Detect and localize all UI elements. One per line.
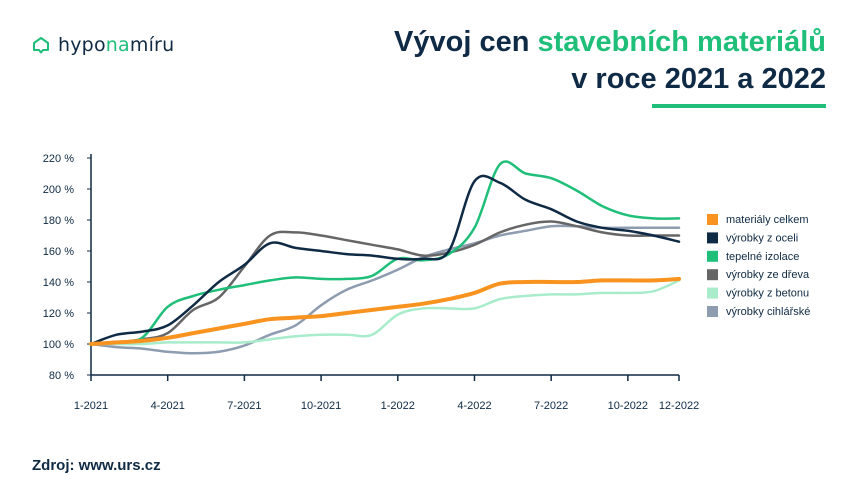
house-icon (33, 37, 49, 54)
title-underline (652, 104, 826, 108)
logo-part3: míru (129, 34, 175, 56)
legend-label: výrobky z betonu (726, 288, 809, 300)
legend-swatch (707, 306, 718, 317)
x-tick-label: 4-2021 (151, 400, 185, 412)
x-tick-label: 7-2022 (534, 400, 568, 412)
page-title: Vývoj cen stavebních materiálů v roce 20… (394, 24, 826, 98)
y-tick-label: 80 % (49, 370, 74, 382)
legend-label: výrobky cihlářské (726, 306, 810, 318)
legend-swatch (707, 269, 718, 281)
source-note: Zdroj: www.urs.cz (32, 457, 161, 474)
legend-label: výrobky ze dřeva (726, 269, 810, 281)
x-tick-label: 7-2021 (227, 400, 261, 412)
logo-text: hyponamíru (58, 34, 174, 56)
y-tick-label: 200 % (43, 184, 74, 196)
y-tick-label: 140 % (43, 277, 74, 289)
legend-swatch (707, 287, 718, 299)
series-line-vyrobky-ze-dreva (89, 220, 681, 346)
x-tick-label: 4-2022 (457, 400, 491, 412)
title-line2: v roce 2021 a 2022 (571, 63, 826, 95)
x-tick-label: 1-2022 (381, 400, 415, 412)
legend-swatch (707, 232, 718, 244)
x-tick-label: 1-2021 (74, 400, 108, 412)
title-line1: Vývoj cen stavebních materiálů (394, 24, 826, 61)
x-tick-label: 12-2022 (659, 400, 699, 412)
legend-label: tepelné izolace (726, 251, 799, 263)
x-tick-label: 10-2021 (301, 400, 341, 412)
title-line1-highlight: stavebních materiálů (537, 26, 827, 58)
series-line-vyrobky-z-oceli (89, 174, 681, 346)
legend-label: materiály celkem (726, 214, 809, 226)
series-line-tepelne-izolace (89, 160, 681, 346)
legend-label: výrobky z oceli (726, 232, 798, 244)
logo: hyponamíru (32, 34, 174, 56)
y-tick-label: 120 % (43, 308, 74, 320)
y-tick-label: 180 % (43, 215, 74, 227)
logo-part1: hypo (58, 34, 106, 56)
title-line1-prefix: Vývoj cen (394, 26, 538, 58)
legend-swatch (707, 214, 718, 225)
series-line-vyrobky-z-betonu (89, 279, 681, 346)
y-tick-label: 220 % (43, 153, 74, 165)
y-tick-label: 100 % (43, 339, 74, 351)
series-line-materialy-celkem (89, 276, 681, 346)
x-tick-label: 10-2022 (608, 400, 648, 412)
y-tick-label: 160 % (43, 246, 74, 258)
logo-part2: na (105, 34, 130, 56)
legend-swatch (707, 250, 718, 262)
